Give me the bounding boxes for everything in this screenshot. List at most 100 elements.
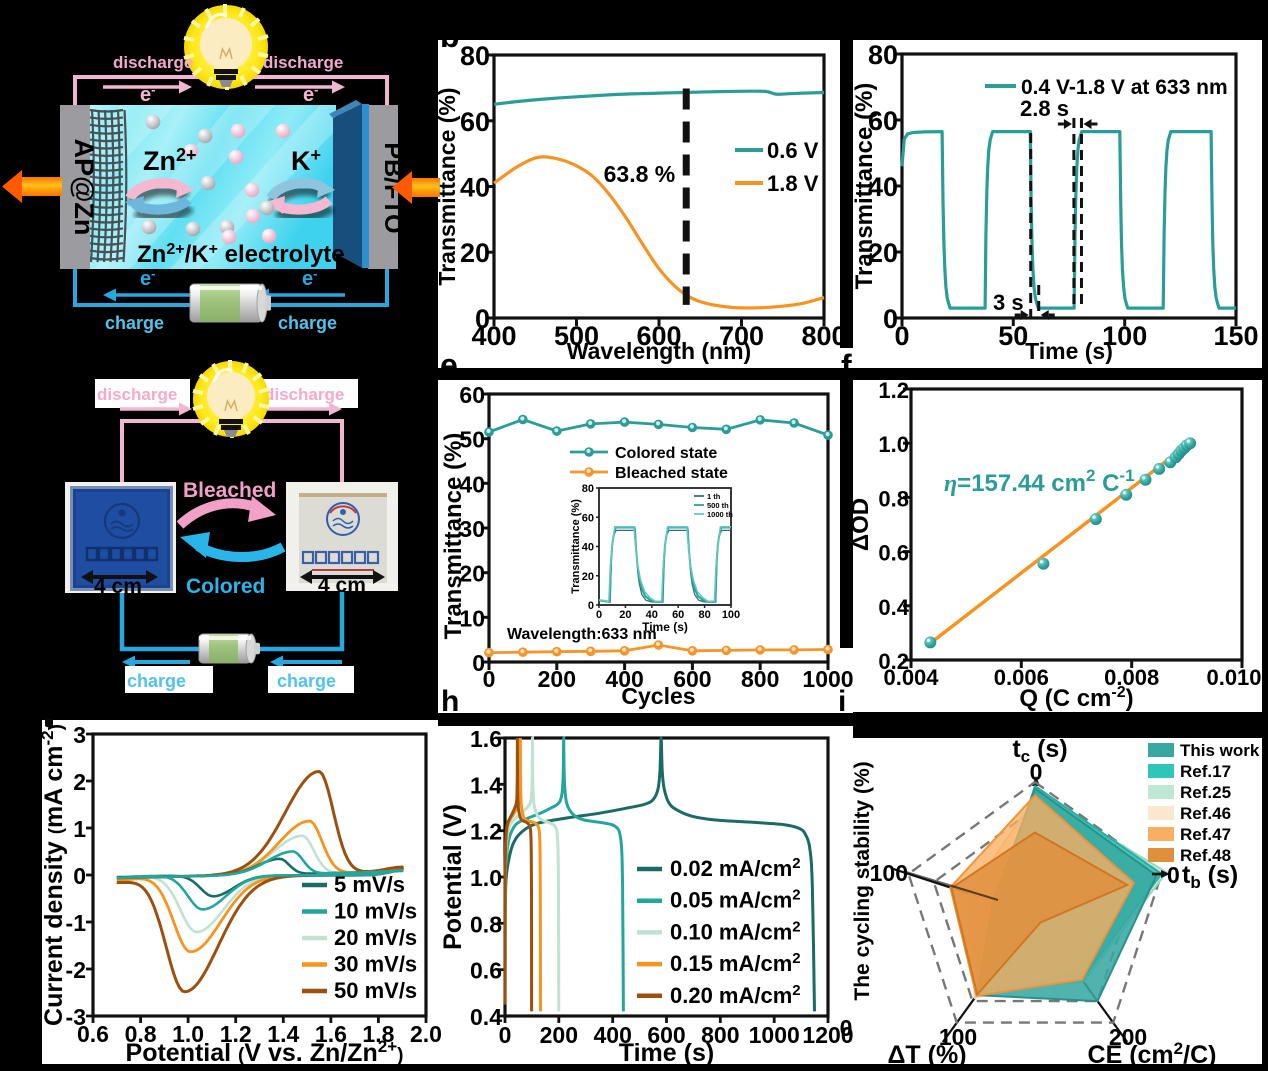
svg-text:800: 800 <box>741 666 779 692</box>
svg-text:charge: charge <box>127 671 186 691</box>
svg-text:Bleached: Bleached <box>183 479 276 502</box>
svg-text:50: 50 <box>998 321 1028 351</box>
svg-text:0.15 mA/cm2: 0.15 mA/cm2 <box>670 950 801 976</box>
svg-text:400: 400 <box>471 321 516 351</box>
svg-text:40: 40 <box>582 542 594 554</box>
svg-text:80: 80 <box>460 41 490 71</box>
svg-text:discharge: discharge <box>97 385 177 404</box>
svg-text:1.0: 1.0 <box>878 432 909 457</box>
svg-text:0: 0 <box>499 1022 512 1048</box>
svg-text:0: 0 <box>840 1015 853 1041</box>
svg-text:0: 0 <box>472 650 485 676</box>
svg-text:600: 600 <box>647 1022 685 1048</box>
svg-text:40: 40 <box>460 173 490 203</box>
svg-text:0.4: 0.4 <box>878 595 909 620</box>
svg-text:0.10 mA/cm2: 0.10 mA/cm2 <box>670 918 801 944</box>
svg-text:0.02 mA/cm2: 0.02 mA/cm2 <box>670 855 801 881</box>
svg-text:60: 60 <box>672 609 684 621</box>
svg-text:1000: 1000 <box>749 1022 800 1048</box>
svg-text:200: 200 <box>538 666 576 692</box>
svg-text:0.05 mA/cm2: 0.05 mA/cm2 <box>670 887 801 913</box>
svg-text:30 mV/s: 30 mV/s <box>334 952 417 977</box>
svg-text:1000: 1000 <box>802 666 853 692</box>
svg-text:3: 3 <box>73 722 86 748</box>
svg-text:0.006: 0.006 <box>994 665 1049 690</box>
svg-text:AP@Zn: AP@Zn <box>69 139 99 236</box>
svg-text:20 mV/s: 20 mV/s <box>334 925 417 950</box>
svg-text:10 mV/s: 10 mV/s <box>334 899 417 924</box>
svg-text:1.0: 1.0 <box>470 865 502 891</box>
svg-text:discharge: discharge <box>113 53 193 72</box>
svg-text:i: i <box>838 685 846 718</box>
svg-text:40: 40 <box>646 609 658 621</box>
svg-text:600: 600 <box>636 321 681 351</box>
svg-text:Ref.47: Ref.47 <box>1180 825 1231 844</box>
svg-text:63.8 %: 63.8 % <box>604 161 676 187</box>
svg-text:100: 100 <box>1102 321 1147 351</box>
svg-text:1.6: 1.6 <box>315 1021 347 1047</box>
svg-text:2: 2 <box>73 769 86 795</box>
svg-text:0.4: 0.4 <box>470 1004 502 1030</box>
svg-text:100: 100 <box>939 1024 977 1050</box>
svg-text:discharge: discharge <box>263 53 343 72</box>
svg-text:1.0: 1.0 <box>172 1021 204 1047</box>
svg-text:80: 80 <box>868 40 898 70</box>
svg-text:1200: 1200 <box>802 1022 853 1048</box>
svg-text:0: 0 <box>1030 759 1043 785</box>
svg-text:800: 800 <box>701 1022 739 1048</box>
svg-text:4 cm: 4 cm <box>94 575 142 598</box>
svg-text:Cycles: Cycles <box>621 683 695 709</box>
svg-text:-2: -2 <box>66 957 86 983</box>
svg-text:2.0: 2.0 <box>410 1021 442 1047</box>
svg-text:20: 20 <box>582 571 594 583</box>
svg-text:0: 0 <box>73 863 86 889</box>
svg-text:0: 0 <box>475 304 490 334</box>
svg-text:0.010: 0.010 <box>1206 665 1261 690</box>
svg-text:10: 10 <box>459 605 485 631</box>
svg-text:Transmittance (%): Transmittance (%) <box>440 433 467 640</box>
svg-text:Potential (V vs. Zn/Zn2+): Potential (V vs. Zn/Zn2+) <box>126 1037 404 1067</box>
svg-text:1.8: 1.8 <box>362 1021 394 1047</box>
svg-text:Ref.48: Ref.48 <box>1180 846 1231 865</box>
svg-text:The cycling stability (%): The cycling stability (%) <box>851 761 874 1000</box>
svg-text:1.8 V: 1.8 V <box>767 171 819 196</box>
svg-text:Potential (V): Potential (V) <box>439 804 467 950</box>
svg-text:Colored: Colored <box>186 575 265 598</box>
svg-text:Ref.17: Ref.17 <box>1180 762 1231 781</box>
svg-text:0: 0 <box>596 609 602 621</box>
svg-text:60: 60 <box>459 382 485 408</box>
svg-text:60: 60 <box>582 512 594 524</box>
svg-text:0.8: 0.8 <box>878 486 909 511</box>
svg-text:1.2: 1.2 <box>878 378 909 403</box>
svg-text:5 mV/s: 5 mV/s <box>334 872 405 897</box>
svg-text:0.6: 0.6 <box>878 541 909 566</box>
svg-text:60: 60 <box>868 106 898 136</box>
svg-text:-1: -1 <box>66 910 87 936</box>
svg-text:Zn2+/K+ electrolyte: Zn2+/K+ electrolyte <box>137 241 345 268</box>
svg-text:500 th: 500 th <box>707 501 729 510</box>
svg-text:20: 20 <box>459 561 485 587</box>
svg-text:charge: charge <box>278 313 337 333</box>
svg-text:400: 400 <box>594 1022 632 1048</box>
svg-text:20: 20 <box>619 609 631 621</box>
svg-text:0.6 V: 0.6 V <box>767 138 819 163</box>
svg-text:0.8: 0.8 <box>470 911 502 937</box>
svg-text:charge: charge <box>105 313 164 333</box>
svg-text:Transmittance (%): Transmittance (%) <box>570 499 582 594</box>
svg-text:600: 600 <box>673 666 711 692</box>
svg-text:0.6: 0.6 <box>77 1021 109 1047</box>
svg-text:3 s: 3 s <box>993 290 1024 315</box>
svg-text:1.4: 1.4 <box>267 1021 299 1047</box>
svg-text:0.20 mA/cm2: 0.20 mA/cm2 <box>670 982 801 1008</box>
svg-text:500: 500 <box>554 321 599 351</box>
svg-text:Wavelength (nm): Wavelength (nm) <box>567 338 751 364</box>
svg-text:Time (s): Time (s) <box>642 620 688 634</box>
svg-text:Bleached state: Bleached state <box>615 465 728 482</box>
svg-text:Current density (mA cm-2): Current density (mA cm-2) <box>38 724 68 1026</box>
svg-text:f: f <box>841 348 852 384</box>
svg-text:1: 1 <box>73 816 86 842</box>
svg-text:50: 50 <box>459 427 485 453</box>
svg-text:1 th: 1 th <box>707 492 721 501</box>
svg-text:1.2: 1.2 <box>220 1021 252 1047</box>
svg-text:Time (s): Time (s) <box>1025 338 1113 364</box>
